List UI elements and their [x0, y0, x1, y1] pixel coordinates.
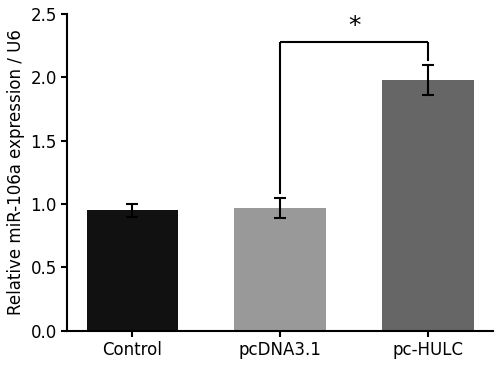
- Bar: [86, 210, 178, 330]
- Bar: [382, 80, 474, 330]
- Y-axis label: Relative miR-106a expression / U6: Relative miR-106a expression / U6: [7, 29, 25, 315]
- Bar: [234, 208, 326, 330]
- Text: *: *: [348, 14, 360, 38]
